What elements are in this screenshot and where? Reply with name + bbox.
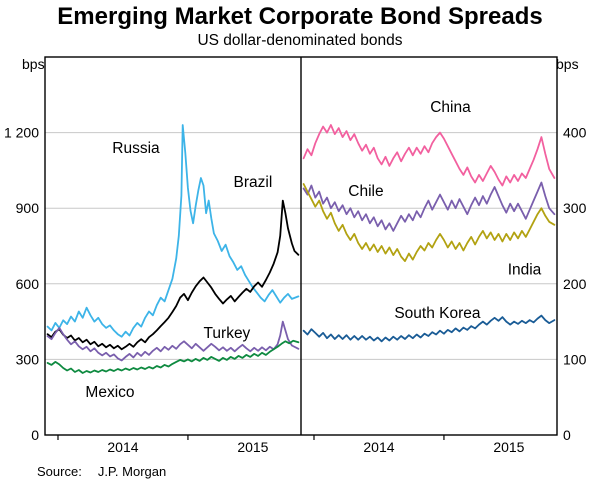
source-value: J.P. Morgan [97, 464, 167, 479]
y-tick-label: 0 [31, 427, 39, 443]
x-year-label: 2014 [363, 439, 394, 455]
series-label-turkey: Turkey [204, 325, 251, 342]
series-label-india: India [508, 262, 542, 279]
chart-subtitle: US dollar-denominated bonds [197, 32, 403, 49]
y-tick-label: 300 [16, 351, 40, 367]
series-label-russia: Russia [112, 140, 160, 157]
y-tick-label: 600 [16, 276, 40, 292]
x-year-label: 2015 [493, 439, 524, 455]
chart-title: Emerging Market Corporate Bond Spreads [57, 3, 543, 30]
series-label-brazil: Brazil [234, 174, 273, 191]
y-tick-label: 200 [563, 276, 587, 292]
left-axis-unit-label: bps [22, 56, 45, 72]
bond-spreads-chart: bps bps 0 300 600 900 1 200 2014 2015 Russia Bra… [4, 56, 587, 455]
series-line-south-korea [302, 314, 556, 343]
series-line-india [302, 183, 556, 263]
right-axis-unit-label: bps [556, 56, 579, 72]
y-tick-label: 900 [16, 200, 40, 216]
source-label: Source: [37, 464, 82, 479]
series-line-russia [46, 124, 300, 338]
y-tick-label: 400 [563, 125, 587, 141]
chart-page: Emerging Market Corporate Bond Spreads U… [0, 3, 600, 479]
source-line: Source: J.P. Morgan [0, 464, 600, 479]
x-year-label: 2015 [237, 439, 268, 455]
x-year-label: 2014 [107, 439, 138, 455]
y-tick-label: 1 200 [4, 125, 39, 141]
series-label-mexico: Mexico [85, 384, 134, 401]
series-line-brazil [46, 199, 300, 351]
series-label-south-korea: South Korea [394, 305, 481, 322]
series-label-china: China [430, 99, 471, 116]
series-line-turkey [46, 320, 300, 362]
y-tick-label: 300 [563, 200, 587, 216]
series-line-china [302, 124, 556, 187]
y-tick-label: 100 [563, 351, 587, 367]
series-line-mexico [46, 339, 300, 374]
series-label-chile: Chile [348, 183, 383, 200]
y-tick-label: 0 [563, 427, 571, 443]
series-line-chile [302, 181, 556, 232]
